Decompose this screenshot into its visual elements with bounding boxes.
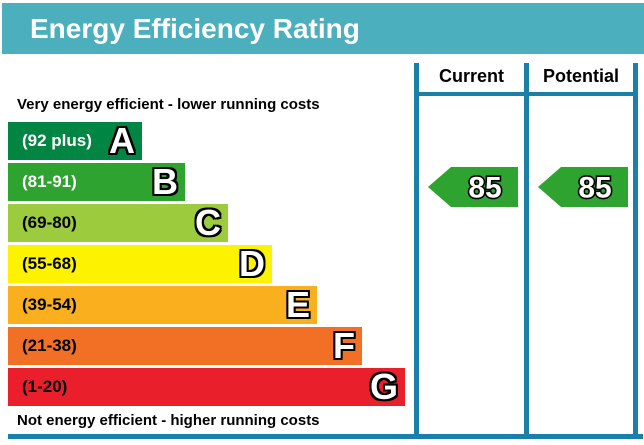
band-range-label: (55-68) bbox=[22, 254, 77, 273]
band-row-c: (69-80) C bbox=[8, 204, 228, 242]
band-range-label: (92 plus) bbox=[22, 131, 92, 150]
band-row-e: (39-54) E bbox=[8, 286, 317, 324]
current-arrow-shape bbox=[428, 167, 518, 207]
band-range-label: (39-54) bbox=[22, 295, 77, 314]
top-note: Very energy efficient - lower running co… bbox=[17, 96, 320, 113]
current-rating-value: 85 bbox=[468, 172, 501, 205]
band-row-b: (81-91) B bbox=[8, 163, 185, 201]
column-border-left bbox=[414, 63, 419, 438]
column-header-underline bbox=[414, 92, 638, 96]
band-range-label: (21-38) bbox=[22, 336, 77, 355]
header-band: Energy Efficiency Rating bbox=[2, 3, 644, 54]
band-letter: B bbox=[152, 161, 178, 202]
band-row-d: (55-68) D bbox=[8, 245, 272, 283]
chart-bottom-border bbox=[8, 434, 643, 439]
band-range-label: (69-80) bbox=[22, 213, 77, 232]
current-rating-arrow: 85 bbox=[428, 167, 518, 207]
band-letter: E bbox=[285, 284, 310, 325]
column-border-middle bbox=[524, 63, 529, 438]
current-column-header: Current bbox=[438, 66, 504, 86]
band-letter: D bbox=[239, 243, 265, 284]
band-letter: C bbox=[195, 202, 221, 243]
band-letter: F bbox=[333, 325, 355, 366]
potential-column-header: Potential bbox=[542, 66, 619, 86]
band-letter: G bbox=[369, 366, 398, 407]
band-range-label: (1-20) bbox=[22, 377, 68, 396]
column-border-right bbox=[633, 63, 638, 438]
bottom-note: Not energy efficient - higher running co… bbox=[17, 412, 320, 429]
potential-rating-arrow: 85 bbox=[538, 167, 628, 207]
band-letter: A bbox=[109, 120, 135, 161]
potential-rating-value: 85 bbox=[578, 172, 611, 205]
potential-arrow-shape bbox=[538, 167, 628, 207]
band-range-label: (81-91) bbox=[22, 172, 77, 191]
band-row-g: (1-20) G bbox=[8, 368, 405, 406]
page-title: Energy Efficiency Rating bbox=[30, 12, 360, 44]
band-row-a: (92 plus) A bbox=[8, 122, 142, 160]
band-row-f: (21-38) F bbox=[8, 327, 362, 365]
